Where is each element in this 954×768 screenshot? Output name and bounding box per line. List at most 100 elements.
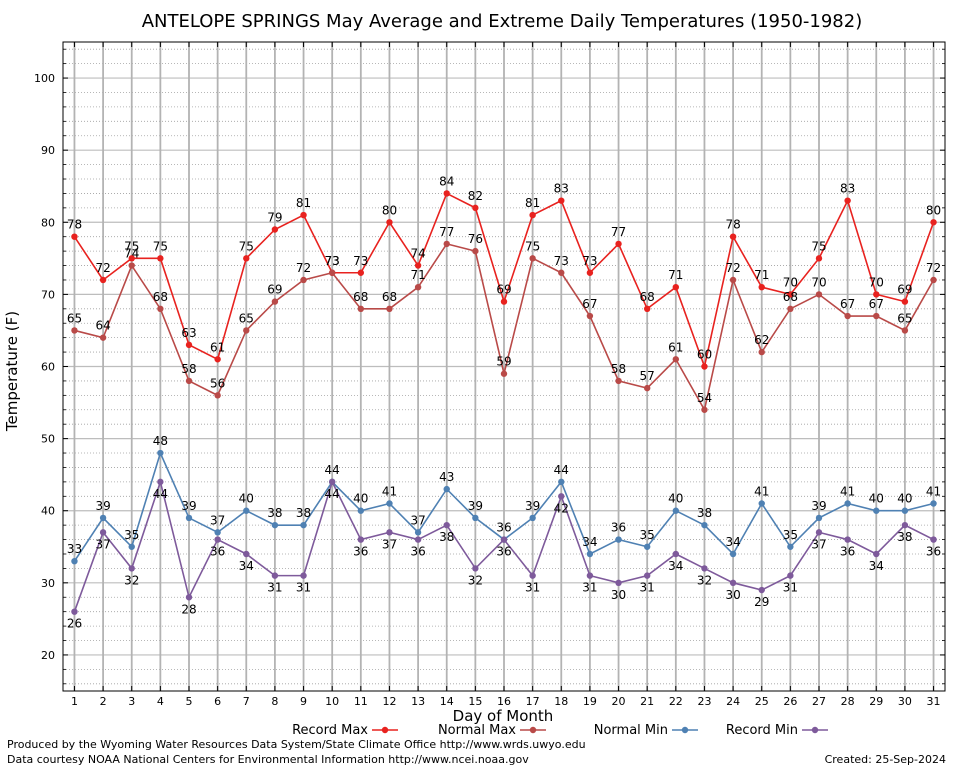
- data-label: 28: [181, 602, 196, 616]
- data-point: [472, 514, 479, 522]
- data-point: [414, 536, 422, 543]
- data-point: [185, 341, 193, 349]
- x-tick-label: 27: [812, 695, 826, 708]
- data-label: 73: [582, 254, 597, 268]
- x-tick-label: 13: [411, 695, 425, 708]
- data-label: 39: [811, 499, 826, 513]
- data-label: 79: [267, 210, 282, 224]
- legend-marker: [681, 726, 689, 734]
- data-point: [214, 536, 221, 543]
- chart-title: ANTELOPE SPRINGS May Average and Extreme…: [142, 11, 863, 32]
- data-label: 59: [496, 355, 511, 369]
- data-label: 61: [668, 340, 683, 354]
- x-axis-label: Day of Month: [453, 707, 554, 725]
- data-label: 69: [496, 283, 511, 297]
- data-point: [873, 507, 880, 514]
- data-label: 37: [811, 537, 826, 551]
- x-tick-label: 28: [841, 695, 855, 708]
- data-label: 75: [153, 239, 168, 253]
- data-point: [672, 507, 680, 514]
- data-point: [844, 536, 851, 543]
- data-point: [386, 529, 393, 536]
- legend-label: Normal Max: [438, 723, 516, 738]
- data-label: 36: [840, 545, 855, 559]
- data-point: [243, 255, 250, 262]
- y-tick-label: 60: [41, 361, 55, 374]
- data-point: [71, 327, 78, 334]
- data-point: [643, 572, 651, 579]
- data-point: [157, 478, 164, 486]
- data-label: 74: [410, 247, 425, 261]
- data-label: 72: [95, 261, 110, 275]
- data-point: [500, 370, 508, 377]
- y-tick-label: 80: [41, 216, 55, 229]
- data-label: 35: [783, 528, 798, 542]
- data-point: [271, 298, 279, 305]
- x-tick-label: 11: [354, 695, 368, 708]
- data-label: 31: [640, 581, 655, 595]
- legend-label: Normal Min: [594, 723, 668, 738]
- data-label: 36: [611, 521, 626, 535]
- data-point: [357, 269, 365, 276]
- data-label: 75: [525, 239, 540, 253]
- data-label: 35: [124, 528, 139, 542]
- x-tick-label: 2: [100, 695, 107, 708]
- x-tick-label: 21: [640, 695, 654, 708]
- data-point: [443, 521, 450, 529]
- data-label: 34: [725, 535, 740, 549]
- data-point: [157, 449, 164, 457]
- data-point: [386, 219, 393, 226]
- data-point: [443, 190, 450, 197]
- data-point: [844, 312, 851, 320]
- data-point: [157, 305, 164, 313]
- data-point: [643, 384, 651, 392]
- data-point: [414, 262, 422, 269]
- data-point: [701, 565, 708, 572]
- data-point: [71, 608, 78, 615]
- data-label: 58: [181, 362, 196, 376]
- data-point: [758, 586, 765, 594]
- data-point: [787, 572, 794, 579]
- data-label: 67: [840, 297, 855, 311]
- data-point: [214, 529, 221, 536]
- data-label: 44: [325, 487, 340, 501]
- data-label: 32: [697, 573, 712, 587]
- data-point: [815, 291, 823, 298]
- data-label: 78: [725, 218, 740, 232]
- data-point: [844, 500, 851, 507]
- data-label: 67: [582, 297, 597, 311]
- data-point: [901, 298, 909, 305]
- data-point: [672, 550, 680, 558]
- data-point: [357, 536, 365, 543]
- data-point: [214, 392, 221, 399]
- data-label: 75: [124, 239, 139, 253]
- data-point: [758, 500, 765, 507]
- data-point: [99, 514, 107, 522]
- data-label: 83: [840, 182, 855, 196]
- data-point: [157, 255, 164, 262]
- data-point: [99, 334, 107, 341]
- data-label: 31: [582, 581, 597, 595]
- data-point: [185, 377, 193, 385]
- data-label: 40: [869, 492, 884, 506]
- data-label: 72: [725, 261, 740, 275]
- y-tick-label: 40: [41, 505, 55, 518]
- data-label: 42: [554, 501, 569, 515]
- data-label: 68: [640, 290, 655, 304]
- data-label: 37: [95, 537, 110, 551]
- data-point: [71, 233, 78, 240]
- legend-marker: [811, 726, 819, 734]
- data-label: 41: [382, 485, 397, 499]
- data-point: [357, 305, 365, 313]
- data-label: 60: [697, 348, 712, 362]
- data-label: 40: [897, 492, 912, 506]
- data-point: [443, 485, 450, 493]
- x-tick-label: 25: [755, 695, 769, 708]
- data-point: [500, 298, 508, 305]
- data-point: [815, 255, 823, 262]
- y-axis-label: Temperature (F): [3, 311, 21, 432]
- data-label: 73: [353, 254, 368, 268]
- y-tick-label: 100: [34, 72, 55, 85]
- data-point: [558, 269, 565, 276]
- data-label: 36: [496, 545, 511, 559]
